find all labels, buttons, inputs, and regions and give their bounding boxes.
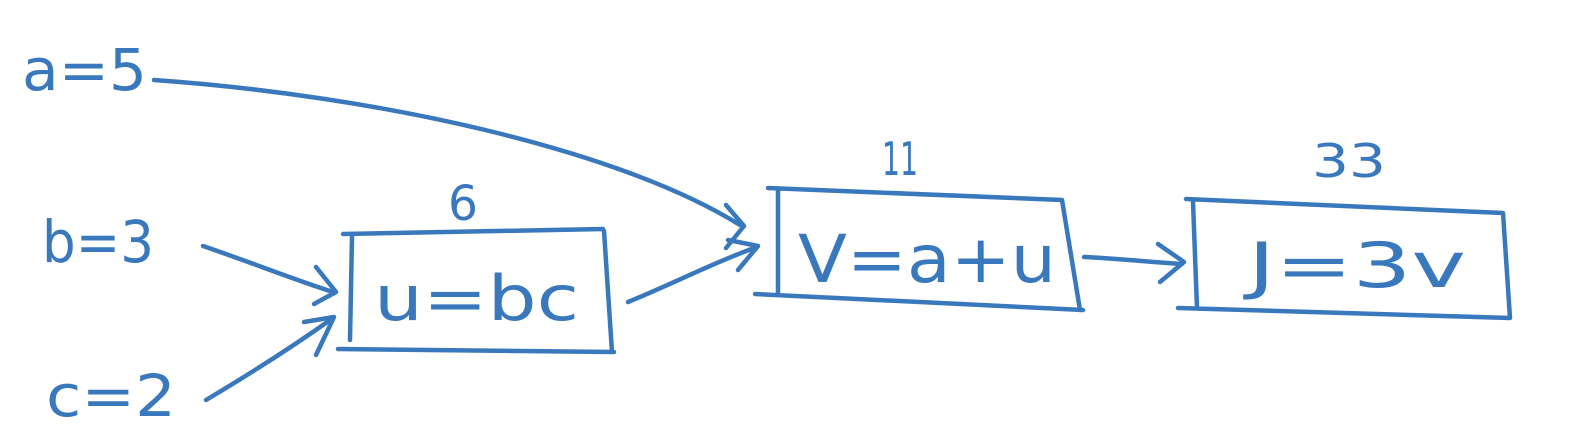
edge-u-to-v (625, 237, 761, 305)
edge-b-to-u-line (200, 243, 336, 295)
node-v-expression: V=a+u (798, 221, 1056, 298)
edge-c-to-u-line (203, 315, 336, 403)
input-label-c: c=2 (46, 362, 176, 430)
edge-u-to-v-line (625, 244, 760, 305)
edge-u-to-v-arrowhead (725, 237, 761, 273)
node-J-box (1175, 196, 1513, 321)
node-v-box (752, 185, 1086, 313)
node-J-expression: J=3v (1242, 229, 1466, 302)
node-v-value: 11 (882, 132, 918, 186)
input-label-b: b=3 (42, 208, 154, 276)
node-u-box (335, 226, 617, 355)
edge-a-to-v-line (151, 77, 743, 228)
node-J: J=3v 33 (1175, 134, 1513, 321)
node-u-expression: u=bc (374, 262, 579, 335)
node-J-value: 33 (1312, 134, 1386, 188)
edge-c-to-u (203, 314, 337, 403)
edge-b-to-u-arrowhead (311, 264, 339, 307)
node-u-value: 6 (448, 176, 478, 232)
node-u: u=bc 6 (335, 176, 617, 355)
edge-v-to-J (1081, 241, 1187, 285)
edge-c-to-u-arrowhead (301, 314, 337, 358)
node-v: V=a+u 11 (752, 132, 1086, 313)
edge-v-to-J-arrowhead (1155, 241, 1187, 285)
input-label-a: a=5 (22, 36, 147, 104)
edge-b-to-u (200, 243, 339, 307)
edge-v-to-J-line (1081, 254, 1185, 267)
